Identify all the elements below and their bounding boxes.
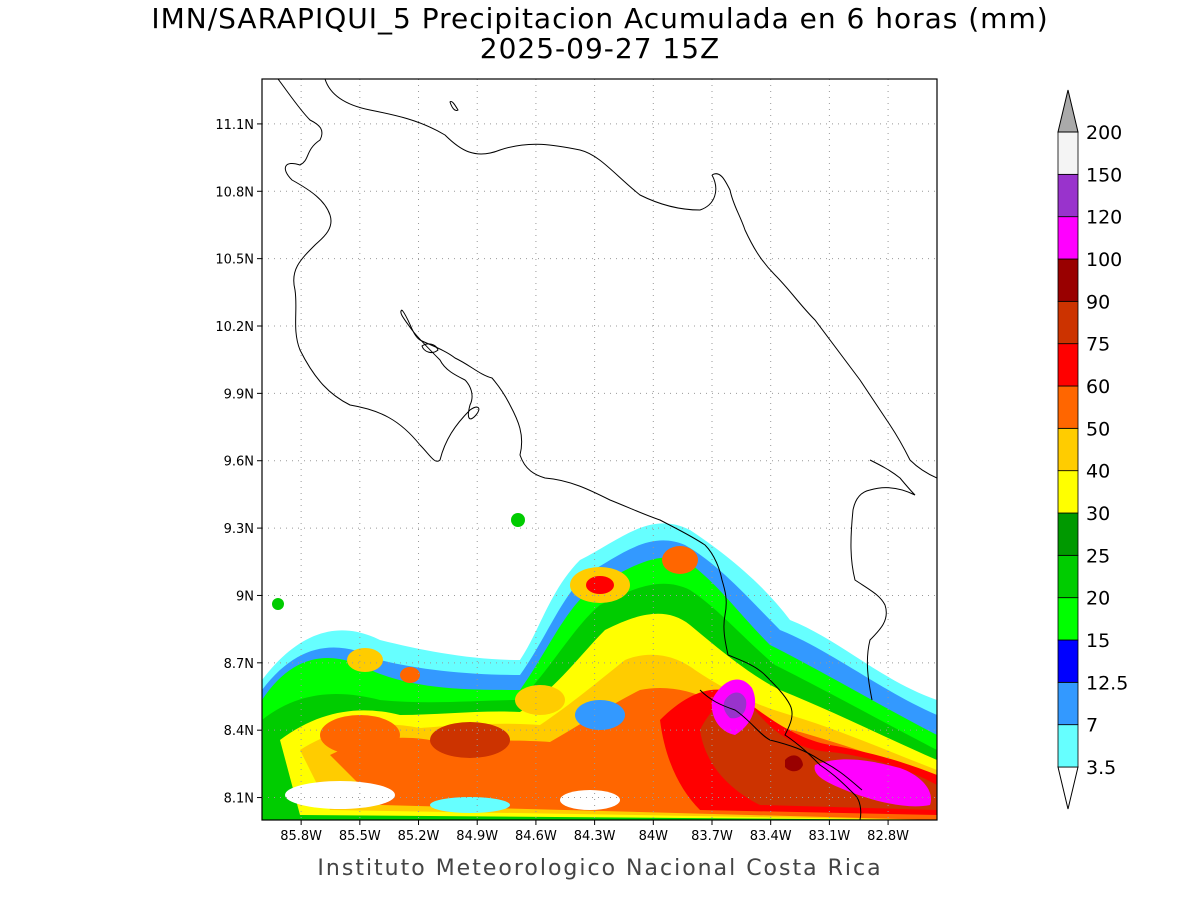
colorbar-segment (1057, 343, 1079, 387)
colorbar-segment (1057, 216, 1079, 260)
lat-tick-label: 10.8N (215, 185, 254, 200)
lat-tick-label: 8.4N (224, 724, 254, 739)
coastline (277, 79, 937, 820)
lon-tick-label: 83.1W (808, 829, 850, 844)
lat-tick-label: 10.2N (215, 320, 254, 335)
precip-band-100-se (814, 759, 931, 807)
lon-tick-label: 84W (639, 829, 669, 844)
latitude-labels: 8.1N 8.4N 8.7N 9N 9.3N 9.6N 9.9N 10.2N 10.5N 10.8… (215, 118, 262, 807)
precip-gap (285, 781, 395, 809)
lat-tick-label: 10.5N (215, 253, 254, 268)
colorbar-label: 100 (1086, 249, 1122, 271)
precip-cell (430, 722, 510, 758)
lat-tick-label: 8.7N (224, 657, 254, 672)
colorbar-segment (1057, 554, 1079, 599)
colorbar-label: 12.5 (1086, 672, 1128, 694)
colorbar-segment (1057, 427, 1079, 472)
precip-cell (515, 685, 565, 715)
precip-cell (586, 576, 614, 594)
colorbar-label: 25 (1086, 545, 1110, 567)
ometepe-island (449, 101, 459, 111)
colorbar-label: 40 (1086, 461, 1110, 483)
nicoya-gulf-coast (401, 309, 729, 656)
lon-tick-label: 84.3W (574, 829, 616, 844)
colorbar-label: 120 (1086, 207, 1122, 229)
precip-cell (272, 598, 284, 610)
lon-tick-label: 83.4W (750, 829, 792, 844)
panama-border (850, 459, 916, 701)
precip-band-120 (723, 692, 747, 719)
precip-cell (662, 546, 698, 574)
lat-tick-label: 11.1N (215, 118, 254, 133)
osa-peninsula (727, 654, 862, 820)
map-date: 2025-09-27 15Z (479, 32, 721, 65)
precip-cell (400, 667, 420, 683)
colorbar-label: 60 (1086, 376, 1110, 398)
lat-tick-label: 9.3N (224, 522, 254, 537)
precip-cell (511, 513, 525, 527)
colorbar-label: 75 (1086, 334, 1110, 356)
colorbar-segment (1057, 300, 1079, 345)
lon-tick-label: 82.8W (867, 829, 909, 844)
colorbar-label: 15 (1086, 630, 1110, 652)
colorbar-label: 30 (1086, 503, 1110, 525)
map-frame (261, 78, 938, 821)
colorbar-segment (1057, 639, 1079, 683)
colorbar-segment (1057, 258, 1079, 302)
lon-tick-label: 85.2W (398, 829, 440, 844)
precip-gap (560, 790, 620, 810)
nicoya-island (421, 343, 439, 354)
colorbar-label: 200 (1086, 122, 1122, 144)
lon-tick-label: 85.5W (339, 829, 381, 844)
caribbean-coast (711, 173, 937, 479)
precip-band-90-cell (785, 755, 803, 772)
precip-cell (347, 648, 383, 672)
precipitation-field (262, 513, 937, 820)
colorbar-segment (1057, 512, 1079, 556)
lon-tick-label: 84.6W (515, 829, 557, 844)
colorbar-label: 3.5 (1086, 757, 1116, 779)
colorbar-lower-arrow (1057, 766, 1079, 810)
map-title: IMN/SARAPIQUI_5 Precipitacion Acumulada … (151, 2, 1049, 35)
precip-gap (575, 700, 625, 730)
colorbar-label: 7 (1086, 715, 1098, 737)
nicaragua-coast-north (277, 79, 480, 462)
lat-tick-label: 8.1N (224, 792, 254, 807)
colorbar-upper-arrow (1057, 89, 1079, 133)
lon-tick-label: 83.7W (691, 829, 733, 844)
colorbar-segment (1057, 173, 1079, 218)
colorbar-label: 50 (1086, 418, 1110, 440)
colorbar-segment (1057, 681, 1079, 726)
colorbar-segment (1057, 597, 1079, 641)
precip-cell (320, 715, 400, 755)
colorbar-segment (1057, 131, 1079, 175)
colorbar-label: 150 (1086, 164, 1122, 186)
lat-tick-label: 9.6N (224, 455, 254, 470)
colorbar-segment (1057, 470, 1079, 514)
lon-tick-label: 85.8W (280, 829, 322, 844)
colorbar-label: 90 (1086, 291, 1110, 313)
precip-gap (430, 797, 510, 813)
lat-tick-label: 9.9N (224, 387, 254, 402)
nicaragua-border (324, 79, 717, 211)
longitude-labels: 85.8W 85.5W 85.2W 84.9W 84.6W 84.3W 84W 83.7W 83… (280, 820, 909, 844)
colorbar-label: 20 (1086, 588, 1110, 610)
lat-tick-label: 9N (236, 589, 254, 604)
colorbar-segment (1057, 385, 1079, 429)
footer-credit: Instituto Meteorologico Nacional Costa R… (317, 856, 883, 881)
lon-tick-label: 84.9W (456, 829, 498, 844)
colorbar: 3.5 7 12.5 15 20 25 30 40 50 60 75 90 100 120 150 200 (1057, 89, 1128, 810)
colorbar-segment (1057, 724, 1079, 768)
burica-point (699, 689, 863, 791)
